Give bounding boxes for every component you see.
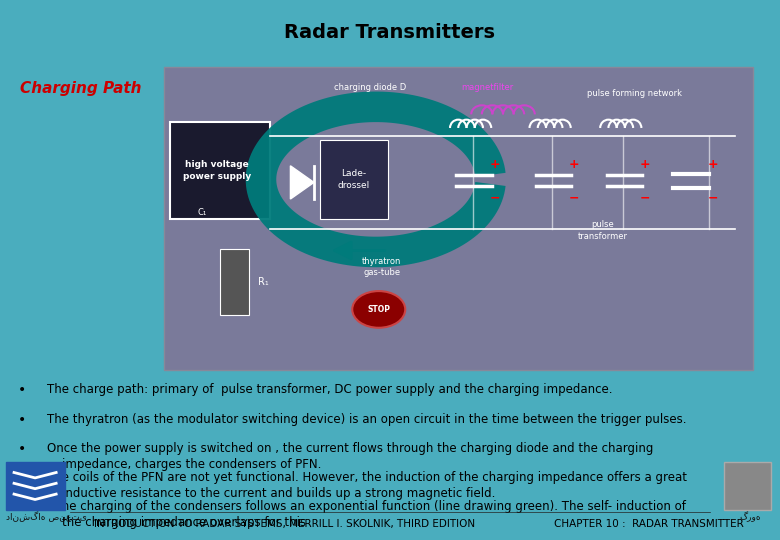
Text: thyratron
gas-tube: thyratron gas-tube [362,256,402,278]
Text: The thyratron (as the modulator switching device) is an open circuit in the time: The thyratron (as the modulator switchin… [47,413,686,426]
Bar [164,68,753,370]
Text: +: + [569,158,580,171]
Text: +: + [640,158,651,171]
Text: Radar Transmitters: Radar Transmitters [285,23,495,42]
Text: pulse forming network: pulse forming network [587,89,682,98]
Bar [170,122,270,219]
Text: Once the power supply is switched on , the current flows through the charging di: Once the power supply is switched on , t… [47,442,653,471]
Text: −: − [490,191,500,204]
Text: Lade-
drossel: Lade- drossel [338,169,370,190]
Text: •: • [18,413,26,427]
Text: دانشگاه صنعتی: دانشگاه صنعتی [6,512,87,523]
Text: •: • [18,471,26,485]
Polygon shape [290,166,314,199]
Text: −: − [640,191,651,204]
Text: CHAPTER 10 :  RADAR TRANSMITTER: CHAPTER 10 : RADAR TRANSMITTER [554,519,743,530]
Text: magnetfilter: magnetfilter [462,83,514,92]
Text: high voltage
power supply: high voltage power supply [183,160,251,181]
Text: +: + [708,158,718,171]
Text: pulse
transformer: pulse transformer [577,220,628,241]
Text: +: + [489,158,500,171]
Text: −: − [708,191,718,204]
Text: The charge path: primary of  pulse transformer, DC power supply and the charging: The charge path: primary of pulse transf… [47,383,612,396]
Text: charging diode D: charging diode D [334,83,406,92]
Text: The charging of the condensers follows an exponential function (line drawing gre: The charging of the condensers follows a… [47,500,686,529]
Text: Charging Path: Charging Path [20,81,141,96]
Text: R₁: R₁ [258,277,269,287]
Circle shape [353,291,406,328]
Bar [6,462,65,510]
Text: The coils of the PFN are not yet functional. However, the induction of the charg: The coils of the PFN are not yet functio… [47,471,687,500]
Text: INTRODUCTION TO RADAR SYSTEMS, MERRILL I. SKOLNIK, THIRD EDITION: INTRODUCTION TO RADAR SYSTEMS, MERRILL I… [94,519,475,530]
Bar [724,462,771,510]
Text: گروه: گروه [739,512,760,523]
Text: •: • [18,442,26,456]
Text: •: • [18,383,26,397]
Bar [220,249,249,315]
Bar [320,140,388,219]
Text: STOP: STOP [367,305,390,314]
Text: C₁: C₁ [197,208,207,217]
Text: •: • [18,500,26,514]
Text: −: − [569,191,580,204]
